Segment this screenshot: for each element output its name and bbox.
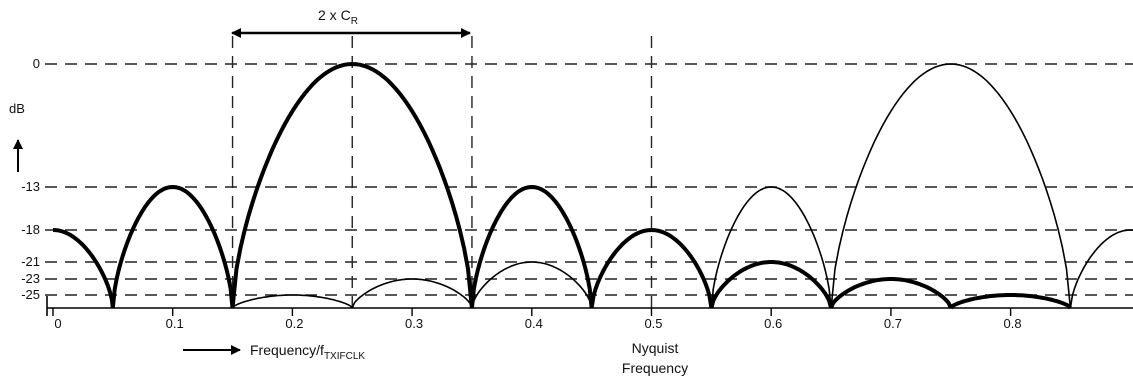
y-tick-label: -25: [21, 287, 40, 302]
primary-lobe-5: [709, 260, 834, 309]
span-label: 2 x CR: [318, 7, 358, 27]
y-tick-label: -23: [21, 271, 40, 286]
y-tick-label: -13: [21, 179, 40, 194]
span-label-main: 2 x C: [318, 7, 351, 23]
y-tick-label: 0: [33, 56, 40, 71]
nyquist-label-line1: Nyquist: [632, 340, 679, 356]
x-tick-label: 0.2: [285, 316, 303, 331]
spectrum-curves: [52, 62, 1133, 310]
y-tick-label: -18: [21, 222, 40, 237]
image-lobe-2: [471, 261, 593, 309]
primary-lobe-4: [589, 228, 714, 309]
x-axis-label-sub: TXIFCLK: [324, 351, 365, 362]
primary-lobe-7: [949, 293, 1072, 310]
x-axis-label-main: Frequency/f: [250, 342, 324, 358]
image-lobe-3: [710, 186, 832, 309]
x-tick-label: 0.7: [884, 316, 902, 331]
primary-lobe-0: [52, 228, 115, 309]
image-lobe-5: [1069, 229, 1133, 309]
image-lobe-4: [830, 63, 1072, 309]
x-tick-label: 0.4: [525, 316, 543, 331]
y-ticks: 0 -13 -18 -21 -23-25: [21, 56, 40, 302]
image-lobe-1: [351, 278, 473, 309]
x-tick-label: 0.8: [1004, 316, 1022, 331]
x-tick-label: 0.6: [764, 316, 782, 331]
y-tick-label: -21: [21, 254, 40, 269]
nyquist-label-line2: Frequency: [622, 360, 688, 376]
vertical-markers: [231, 36, 653, 308]
image-lobe-0: [231, 294, 353, 309]
span-label-sub: R: [351, 16, 358, 27]
x-tick-label: 0.5: [644, 316, 662, 331]
x-axis-label: Frequency/fTXIFCLK: [250, 342, 365, 362]
primary-lobe-6: [829, 277, 953, 309]
x-tick-label: 0.1: [166, 316, 184, 331]
x-tick-label: 0.3: [405, 316, 423, 331]
y-axis-label: dB: [9, 101, 25, 116]
x-tick-label: 0: [54, 316, 61, 331]
reference-lines: [45, 63, 1133, 296]
primary-lobe-3: [469, 185, 594, 309]
primary-lobe-2: [230, 62, 474, 309]
primary-lobe-1: [110, 185, 235, 309]
x-ticks: 0 0.1 0.2 0.3 0.4 0.5 0.6 0.7 0.8: [46, 296, 1022, 331]
